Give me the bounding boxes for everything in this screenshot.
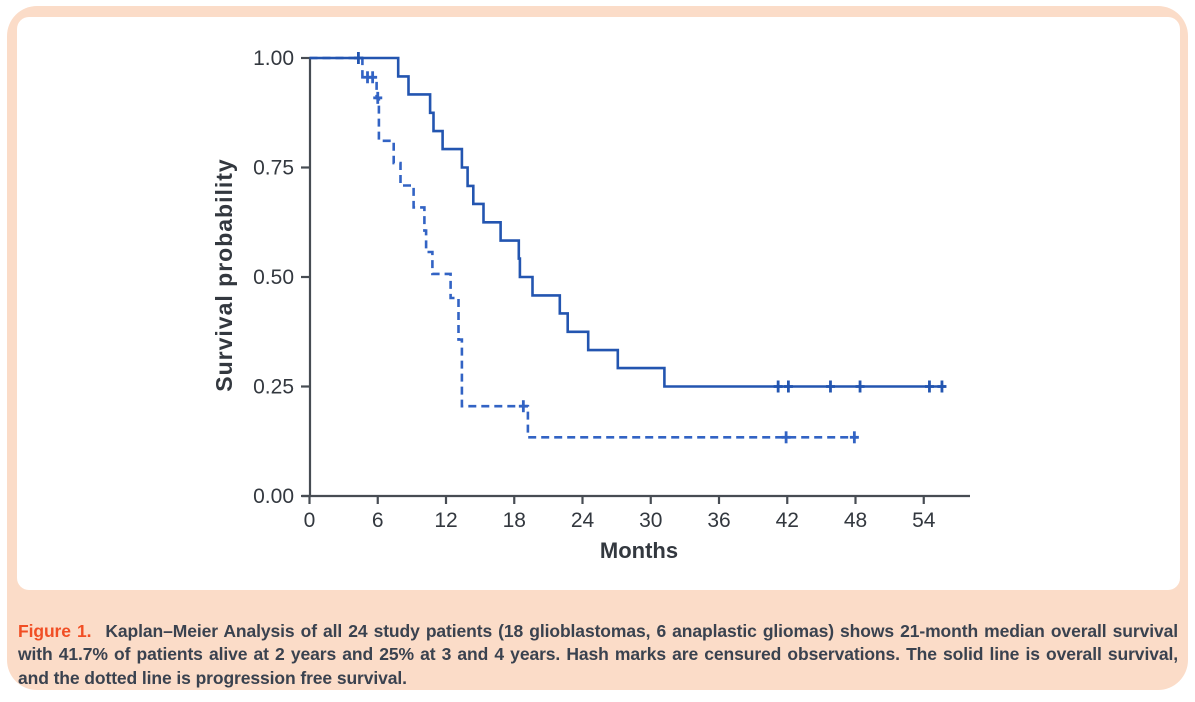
y-tick-label: 0.50 [253, 266, 294, 289]
x-tick-label: 30 [639, 509, 662, 532]
x-tick-label: 12 [434, 509, 457, 532]
x-tick-label: 6 [372, 509, 384, 532]
y-tick-label: 1.00 [253, 47, 294, 70]
x-tick-label: 54 [912, 509, 936, 532]
overall-survival-line [309, 56, 946, 388]
figure-caption: Figure 1. Kaplan–Meier Analysis of all 24… [18, 620, 1178, 691]
figure-label: Figure 1. [18, 620, 92, 641]
progression-free-survival-line [309, 56, 858, 439]
x-tick-label: 48 [844, 509, 867, 532]
x-tick-label: 42 [776, 509, 799, 532]
x-axis-title: Months [600, 538, 678, 563]
x-tick-label: 0 [304, 509, 316, 532]
y-tick-label: 0.25 [253, 376, 294, 399]
y-axis-title: Survival probability [211, 158, 237, 391]
y-tick-label: 0.75 [253, 157, 294, 180]
figure-caption-text: Kaplan–Meier Analysis of all 24 study pa… [18, 620, 1178, 688]
kaplan-meier-chart: 0.00 0.25 0.50 0.75 1.00 0 6 12 18 24 30 36 42 48 54 Su… [211, 47, 970, 563]
chart-panel: 0.00 0.25 0.50 0.75 1.00 0 6 12 18 24 30 36 42 48 54 Su… [17, 17, 1180, 590]
x-tick-label: 24 [571, 509, 595, 532]
x-tick-label: 18 [503, 509, 526, 532]
y-tick-label: 0.00 [253, 485, 294, 508]
x-tick-label: 36 [707, 509, 730, 532]
figure-card: 0.00 0.25 0.50 0.75 1.00 0 6 12 18 24 30 36 42 48 54 Su… [7, 6, 1188, 690]
